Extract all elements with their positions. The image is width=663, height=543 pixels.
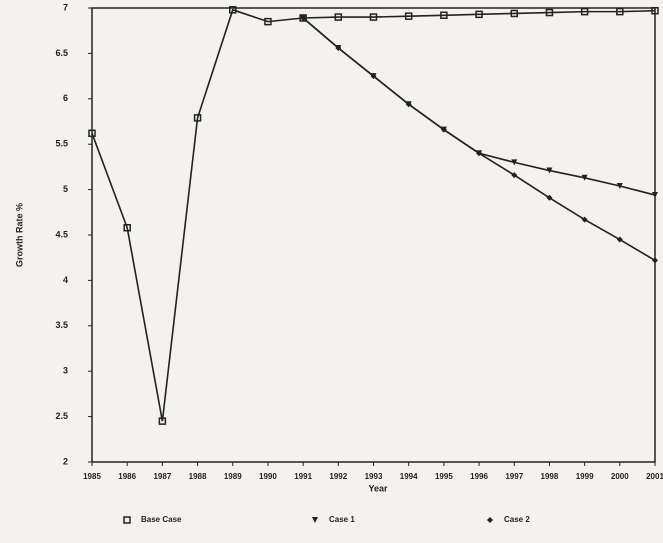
y-tick-label: 6 — [63, 93, 68, 103]
x-tick-label: 1992 — [329, 472, 347, 481]
x-tick-label: 1998 — [541, 472, 559, 481]
legend-label: Case 2 — [504, 515, 530, 524]
x-tick-label: 1985 — [83, 472, 101, 481]
marker — [616, 182, 623, 189]
marker — [511, 172, 518, 179]
y-tick-label: 5 — [63, 184, 68, 194]
marker — [123, 223, 131, 232]
marker — [546, 167, 553, 174]
marker — [476, 150, 483, 157]
y-tick-label: 2.5 — [55, 411, 68, 421]
series-line — [302, 17, 656, 262]
marker — [335, 44, 342, 51]
y-tick-label: 5.5 — [55, 139, 68, 149]
x-tick-label: 1996 — [470, 472, 488, 481]
marker — [300, 14, 307, 21]
marker — [369, 13, 378, 21]
marker — [123, 516, 131, 524]
y-axis-label: Growth Rate % — [14, 203, 24, 267]
x-tick-label: 1997 — [505, 472, 523, 481]
marker — [334, 13, 343, 21]
marker — [370, 73, 377, 80]
series-line — [91, 8, 656, 422]
legend-label: Case 1 — [329, 515, 355, 524]
marker — [405, 101, 412, 108]
marker — [88, 129, 96, 138]
y-tick-label: 6.5 — [55, 48, 68, 58]
marker — [510, 9, 518, 18]
legend-label: Base Case — [141, 515, 182, 524]
x-tick-label: 1993 — [365, 472, 383, 481]
marker — [487, 517, 493, 523]
y-tick-label: 4 — [63, 275, 68, 285]
marker — [581, 216, 588, 223]
marker — [158, 417, 167, 425]
marker — [545, 8, 554, 17]
marker — [580, 7, 589, 16]
y-tick-label: 4.5 — [55, 229, 68, 239]
marker — [651, 6, 659, 15]
x-tick-label: 2000 — [611, 472, 629, 481]
marker — [193, 114, 202, 122]
x-tick-label: 1991 — [294, 472, 312, 481]
marker — [440, 11, 448, 20]
marker — [652, 192, 658, 199]
x-tick-label: 1990 — [259, 472, 277, 481]
y-tick-label: 2 — [63, 456, 68, 466]
marker — [546, 194, 553, 201]
marker — [475, 10, 483, 19]
x-tick-label: 1999 — [576, 472, 594, 481]
x-tick-label: 1995 — [435, 472, 453, 481]
marker — [616, 7, 624, 16]
x-axis-label: Year — [368, 483, 388, 493]
y-tick-label: 3.5 — [55, 320, 68, 330]
x-tick-label: 2001 — [646, 472, 663, 481]
marker — [264, 17, 272, 26]
marker — [229, 6, 237, 14]
x-tick-label: 1987 — [153, 472, 171, 481]
x-tick-label: 1994 — [400, 472, 418, 481]
x-tick-label: 1986 — [118, 472, 136, 481]
y-tick-label: 3 — [63, 366, 68, 376]
marker — [581, 174, 588, 181]
marker — [616, 236, 623, 243]
marker — [652, 257, 658, 264]
series-line — [302, 17, 656, 196]
marker — [511, 159, 518, 166]
marker — [440, 126, 447, 133]
y-tick-label: 7 — [63, 2, 68, 12]
x-tick-label: 1989 — [224, 472, 242, 481]
marker — [404, 12, 413, 20]
x-tick-label: 1988 — [189, 472, 207, 481]
marker — [312, 517, 318, 523]
